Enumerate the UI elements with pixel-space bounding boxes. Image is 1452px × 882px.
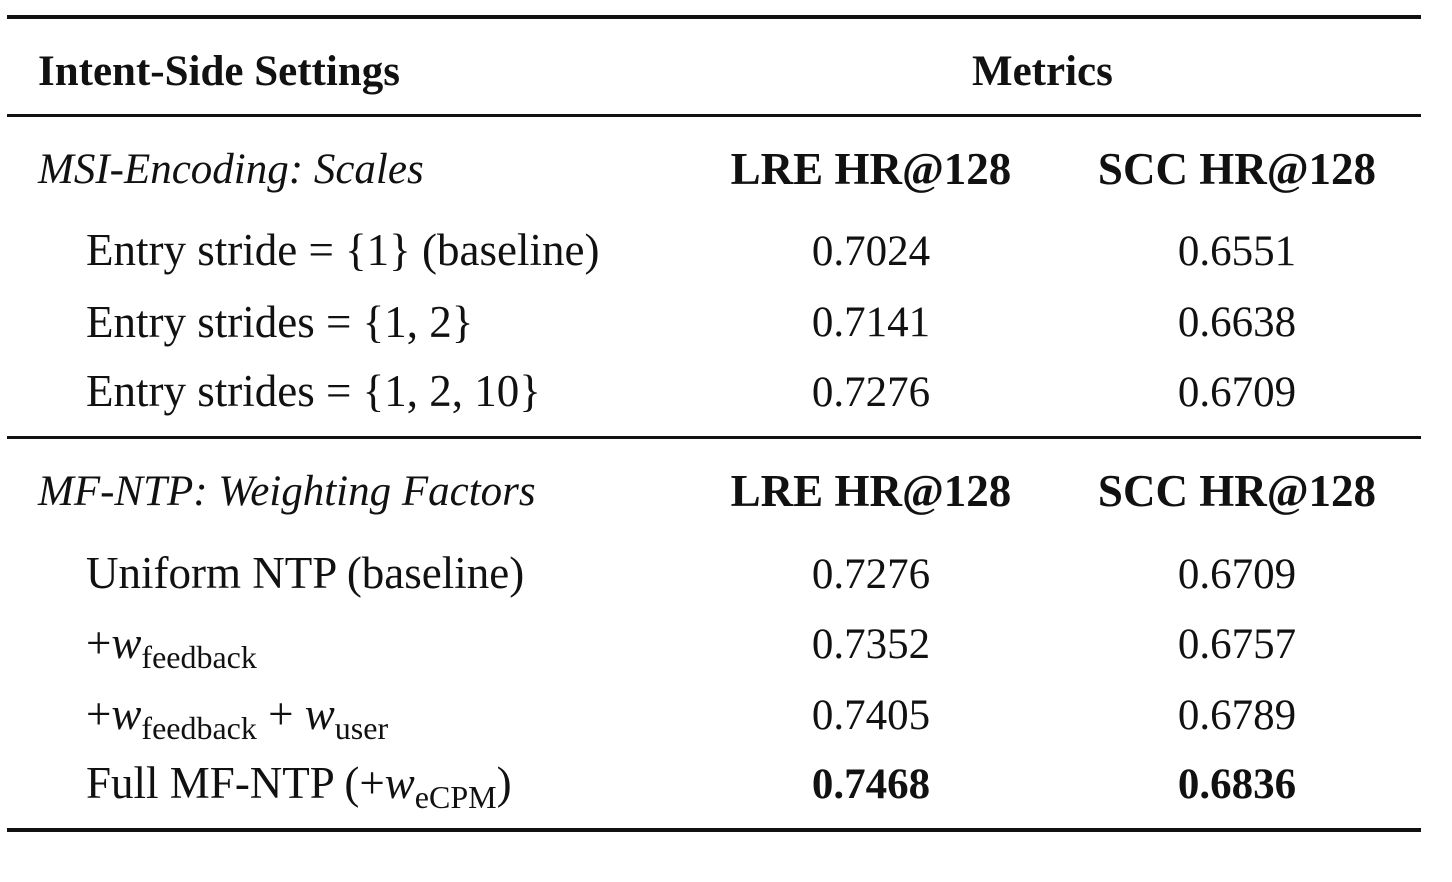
scc-value: 0.6709: [1177, 551, 1297, 598]
column-header-lre: LRE HR@128: [730, 466, 1012, 516]
weight-subscript: feedback: [141, 710, 257, 746]
weight-symbol: w: [111, 689, 142, 739]
scc-value: 0.6709: [1177, 369, 1297, 416]
weight-symbol: w: [384, 758, 415, 808]
weight-symbol: w: [304, 689, 335, 739]
lre-value: 0.7141: [811, 299, 931, 346]
lre-value: 0.7352: [811, 621, 931, 668]
lre-value-best: 0.7468: [811, 761, 931, 808]
scc-value-best: 0.6836: [1177, 761, 1297, 808]
weight-subscript: feedback: [141, 639, 257, 675]
bottom-rule: [7, 828, 1421, 832]
column-header-scc: SCC HR@128: [1097, 144, 1377, 194]
section-divider-rule: [7, 436, 1421, 439]
plus-sign: +: [256, 689, 305, 739]
row-label-entry-stride-1: Entry stride = {1} (baseline): [86, 225, 600, 275]
metrics-header: Metrics: [972, 48, 1113, 95]
row-label-full-mf-ntp: Full MF-NTP (+weCPM): [86, 758, 512, 814]
lre-value: 0.7276: [811, 551, 931, 598]
lre-value: 0.7405: [811, 692, 931, 739]
column-header-scc: SCC HR@128: [1097, 466, 1377, 516]
row-label-entry-strides-1-2-10: Entry strides = {1, 2, 10}: [86, 366, 541, 416]
scc-value: 0.6757: [1177, 621, 1297, 668]
scc-value: 0.6551: [1177, 228, 1297, 275]
row-label-entry-strides-1-2: Entry strides = {1, 2}: [86, 297, 474, 347]
plus-sign: +: [86, 689, 112, 739]
weight-symbol: w: [111, 618, 142, 668]
row-label-w-feedback: +wfeedback: [86, 618, 257, 674]
weight-subscript: user: [334, 710, 389, 746]
scc-value: 0.6789: [1177, 692, 1297, 739]
column-header-lre: LRE HR@128: [730, 144, 1012, 194]
settings-header: Intent-Side Settings: [38, 48, 400, 95]
header-rule: [7, 114, 1421, 117]
row-label-uniform-ntp: Uniform NTP (baseline): [86, 548, 525, 598]
lre-value: 0.7276: [811, 369, 931, 416]
label-prefix: Full MF-NTP (+: [86, 758, 385, 808]
label-suffix: ): [496, 758, 512, 808]
section-title-msi-encoding: MSI-Encoding: Scales: [38, 146, 424, 193]
plus-sign: +: [86, 618, 112, 668]
top-rule: [7, 15, 1421, 19]
section-title-mf-ntp: MF-NTP: Weighting Factors: [38, 468, 536, 515]
row-label-w-feedback-w-user: +wfeedback + wuser: [86, 689, 388, 745]
lre-value: 0.7024: [811, 228, 931, 275]
scc-value: 0.6638: [1177, 299, 1297, 346]
weight-subscript: eCPM: [414, 779, 497, 815]
